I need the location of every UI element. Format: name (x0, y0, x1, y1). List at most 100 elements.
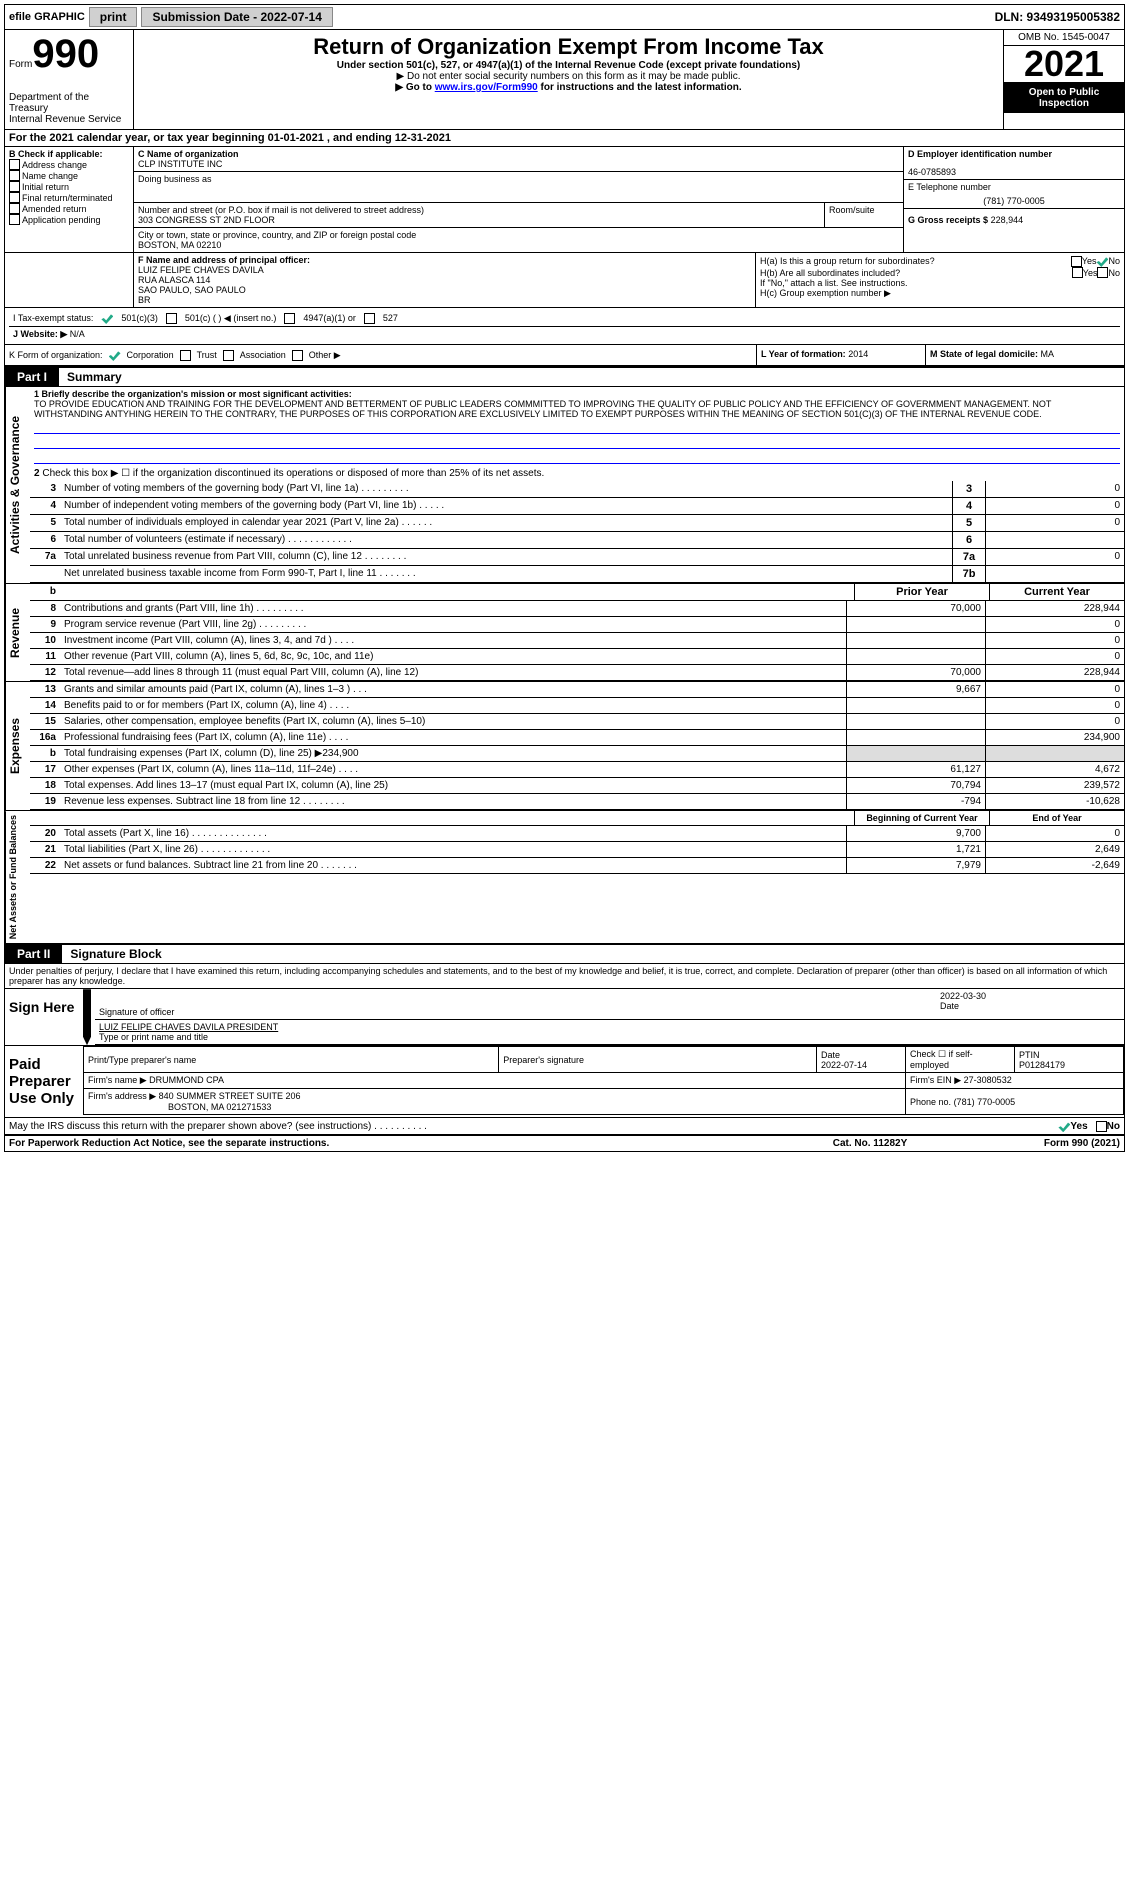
header-center: Return of Organization Exempt From Incom… (134, 30, 1003, 129)
h-note: If "No," attach a list. See instructions… (760, 278, 1120, 288)
form-title: Return of Organization Exempt From Incom… (138, 34, 999, 60)
table-row: 3Number of voting members of the governi… (30, 481, 1124, 498)
i-j-block: I Tax-exempt status: 501(c)(3) 501(c) ( … (5, 308, 1124, 345)
chk-501c[interactable] (166, 313, 177, 324)
i-501c3-check-icon (101, 312, 113, 324)
table-row: 16aProfessional fundraising fees (Part I… (30, 730, 1124, 746)
irs-link[interactable]: www.irs.gov/Form990 (435, 82, 538, 93)
opt-other: Other ▶ (309, 350, 341, 361)
table-row: 17Other expenses (Part IX, column (A), l… (30, 762, 1124, 778)
opt-501c: 501(c) ( ) ◀ (insert no.) (185, 313, 276, 324)
current-value: 234,900 (985, 730, 1124, 745)
chk-app-pending[interactable] (9, 214, 20, 225)
chk-other[interactable] (292, 350, 303, 361)
line-text: Total assets (Part X, line 16) . . . . .… (60, 826, 846, 841)
current-value: 2,649 (985, 842, 1124, 857)
prior-value: 70,000 (846, 601, 985, 616)
f-label: F Name and address of principal officer: (138, 255, 751, 265)
opt-app-pending: Application pending (22, 215, 101, 225)
footer-mid: Cat. No. 11282Y (770, 1138, 970, 1149)
discuss-no-chk[interactable] (1096, 1121, 1107, 1132)
line-text: Total revenue—add lines 8 through 11 (mu… (60, 665, 846, 680)
current-value: 239,572 (985, 778, 1124, 793)
line-number: 13 (30, 682, 60, 697)
line-number: 21 (30, 842, 60, 857)
paid-preparer-label: Paid Preparer Use Only (5, 1046, 83, 1117)
j-label: J Website: ▶ (13, 329, 67, 339)
chk-name-change[interactable] (9, 170, 20, 181)
signer-name: LUIZ FELIPE CHAVES DAVILA PRESIDENT (99, 1022, 1120, 1032)
line-number: 7a (30, 549, 60, 565)
line-number: 3 (30, 481, 60, 497)
prior-value: -794 (846, 794, 985, 809)
line-number: 10 (30, 633, 60, 648)
prep-date-label: Date (821, 1050, 840, 1060)
top-toolbar: efile GRAPHIC print Submission Date - 20… (5, 5, 1124, 30)
ha-yes-chk[interactable] (1071, 256, 1082, 267)
line-number: 6 (30, 532, 60, 548)
shaded-cell (985, 746, 1124, 761)
sig-officer-label: Signature of officer (99, 1007, 932, 1017)
line-text: Grants and similar amounts paid (Part IX… (60, 682, 846, 697)
ein-value: 46-0785893 (908, 159, 1120, 177)
table-row: 12Total revenue—add lines 8 through 11 (… (30, 665, 1124, 681)
part1-label: Part I (5, 368, 59, 386)
chk-527[interactable] (364, 313, 375, 324)
city-label: City or town, state or province, country… (138, 230, 899, 240)
section-c: C Name of organization CLP INSTITUTE INC… (134, 147, 903, 252)
sec-b-title: B Check if applicable: (9, 149, 129, 159)
sig-date: 2022-03-30 (940, 991, 1120, 1001)
addr-label: Number and street (or P.O. box if mail i… (138, 205, 820, 215)
vlabel-activities: Activities & Governance (5, 387, 30, 583)
line-col-id: 6 (952, 532, 985, 548)
chk-assoc[interactable] (223, 350, 234, 361)
opt-address-change: Address change (22, 160, 87, 170)
sign-here-block: Sign Here Signature of officer 2022-03-3… (5, 989, 1124, 1046)
chk-initial-return[interactable] (9, 181, 20, 192)
print-button[interactable]: print (89, 7, 138, 27)
line-col-id: 3 (952, 481, 985, 497)
gross-receipts: 228,944 (991, 215, 1024, 225)
table-row: 13Grants and similar amounts paid (Part … (30, 682, 1124, 698)
line-number: 11 (30, 649, 60, 664)
chk-address-change[interactable] (9, 159, 20, 170)
line-text: Other revenue (Part VIII, column (A), li… (60, 649, 846, 664)
vlabel-expenses: Expenses (5, 682, 30, 810)
prior-value: 7,979 (846, 858, 985, 873)
sec-b-blank (5, 253, 134, 307)
table-row: 22Net assets or fund balances. Subtract … (30, 858, 1124, 874)
line-value (985, 566, 1124, 582)
hb-yes-chk[interactable] (1072, 267, 1083, 278)
hb-no-chk[interactable] (1097, 267, 1108, 278)
mission-label: 1 Briefly describe the organization's mi… (34, 389, 1120, 399)
ptin-value: P01284179 (1019, 1060, 1065, 1070)
prep-sig-label: Preparer's signature (499, 1047, 817, 1073)
prior-value: 9,667 (846, 682, 985, 697)
current-value: 0 (985, 617, 1124, 632)
prep-phone-label: Phone no. (910, 1097, 951, 1107)
tax-year: 2021 (1004, 46, 1124, 83)
chk-trust[interactable] (180, 350, 191, 361)
chk-4947[interactable] (284, 313, 295, 324)
sec-d-label: D Employer identification number (908, 149, 1120, 159)
submission-date-button[interactable]: Submission Date - 2022-07-14 (141, 7, 332, 27)
chk-amended[interactable] (9, 203, 20, 214)
prep-date: 2022-07-14 (821, 1060, 867, 1070)
section-b: B Check if applicable: Address change Na… (5, 147, 134, 252)
current-value: 0 (985, 698, 1124, 713)
current-value: 228,944 (985, 601, 1124, 616)
line-text: Program service revenue (Part VIII, line… (60, 617, 846, 632)
chk-final-return[interactable] (9, 192, 20, 203)
table-row: 5Total number of individuals employed in… (30, 515, 1124, 532)
line-number: 8 (30, 601, 60, 616)
arrow-icon (83, 989, 91, 1045)
header-sub1: Under section 501(c), 527, or 4947(a)(1)… (138, 60, 999, 71)
line-text: Total unrelated business revenue from Pa… (60, 549, 952, 565)
ha-no-check-icon (1096, 255, 1108, 267)
opt-trust: Trust (197, 350, 217, 360)
dba-label: Doing business as (138, 174, 899, 184)
section-h: H(a) Is this a group return for subordin… (756, 253, 1124, 307)
begin-year-header: Beginning of Current Year (854, 811, 989, 825)
opt-initial-return: Initial return (22, 182, 69, 192)
current-value: 4,672 (985, 762, 1124, 777)
